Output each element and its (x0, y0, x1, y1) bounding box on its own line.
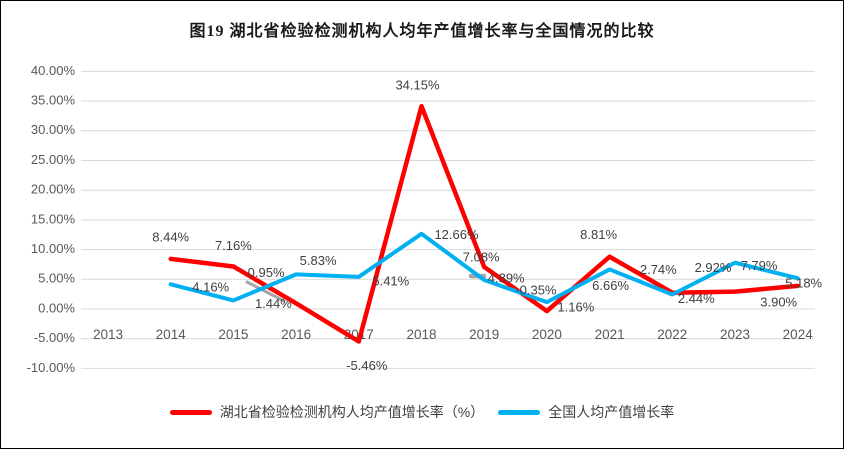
y-axis-tick-label: 20.00% (31, 182, 76, 197)
data-label-series-0: -0.35% (515, 283, 557, 298)
x-axis-tick-label: 2014 (156, 327, 187, 342)
y-axis-tick-label: 5.00% (38, 271, 75, 286)
x-axis-tick-label: 2020 (532, 327, 562, 342)
data-label-series-1: 1.16% (557, 300, 594, 315)
legend-label-hubei: 湖北省检验检测机构人均产值增长率（%） (219, 404, 485, 420)
data-label-series-0: 8.81% (580, 227, 617, 242)
data-label-series-1: 7.79% (741, 258, 778, 273)
chart-legend: 湖北省检验检测机构人均产值增长率（%） 全国人均产值增长率 (1, 402, 843, 422)
y-axis-tick-label: 15.00% (31, 211, 76, 226)
data-label-series-0: 34.15% (395, 78, 440, 93)
data-label-series-1: 5.41% (372, 273, 409, 288)
y-axis-tick-label: 10.00% (31, 241, 76, 256)
data-label-series-1: 5.18% (785, 276, 822, 291)
legend-swatch-hubei-line (169, 409, 212, 415)
data-label-series-1: 4.16% (192, 280, 229, 295)
data-label-series-1: 6.66% (592, 278, 629, 293)
legend-swatch-national-line (498, 409, 541, 415)
data-label-series-1: 4.89% (488, 270, 525, 285)
y-axis-tick-label: -5.00% (34, 330, 76, 345)
data-label-series-1: 12.66% (434, 227, 479, 242)
x-axis-tick-label: 2021 (595, 327, 625, 342)
y-axis-tick-label: 40.00% (31, 63, 76, 78)
y-axis-tick-label: 25.00% (31, 152, 76, 167)
chart-title: 图19 湖北省检验检测机构人均年产值增长率与全国情况的比较 (189, 23, 655, 40)
y-axis-tick-label: 30.00% (31, 122, 76, 137)
data-label-series-0: 8.44% (152, 229, 189, 244)
data-label-series-1: 5.83% (300, 253, 337, 268)
label-leader-line (245, 280, 286, 303)
x-axis-tick-label: 2019 (469, 327, 499, 342)
data-label-series-1: 1.44% (255, 296, 292, 311)
data-label-series-1: 2.44% (678, 291, 715, 306)
y-axis-tick-label: 35.00% (31, 93, 76, 108)
x-axis-tick-label: 2024 (783, 327, 814, 342)
x-axis-tick-label: 2023 (720, 327, 750, 342)
y-axis-tick-label: -10.00% (27, 360, 76, 375)
legend-item-national: 全国人均产值增长率 (498, 402, 674, 422)
x-axis-tick-label: 2015 (218, 327, 248, 342)
data-label-series-0: 2.74% (640, 262, 677, 277)
data-label-series-0: 7.16% (215, 238, 252, 253)
legend-item-hubei: 湖北省检验检测机构人均产值增长率（%） (169, 402, 485, 422)
series-line-1 (168, 231, 800, 305)
legend-label-national: 全国人均产值增长率 (548, 404, 675, 420)
data-label-series-0: -5.46% (346, 358, 388, 373)
series-line-0 (168, 103, 800, 344)
data-label-series-0: 0.95% (248, 265, 285, 280)
x-axis-tick-label: 2022 (657, 327, 687, 342)
data-label-series-0: 2.92% (695, 260, 732, 275)
y-axis-tick-label: 0.00% (38, 300, 75, 315)
x-axis-tick-label: 2013 (93, 327, 123, 342)
data-label-series-0: 7.08% (463, 249, 500, 264)
data-label-series-0: 3.90% (760, 294, 797, 309)
x-axis-tick-label: 2018 (406, 327, 436, 342)
x-axis-tick-label: 2016 (281, 327, 311, 342)
